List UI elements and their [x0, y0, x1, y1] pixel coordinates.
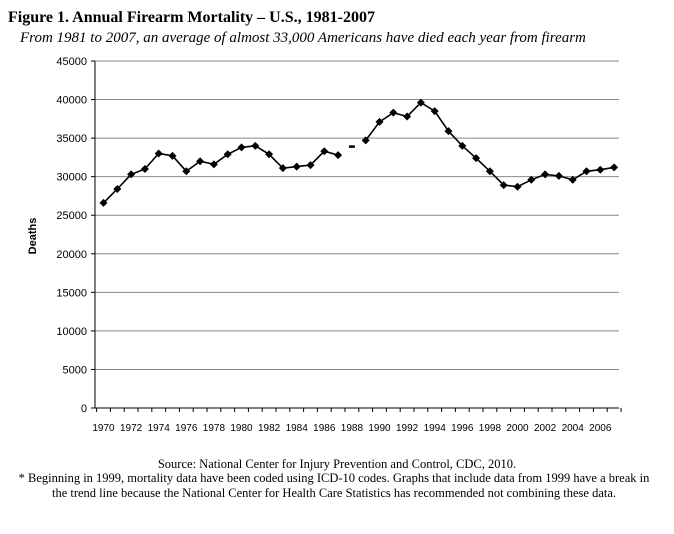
data-point-1971: [113, 185, 122, 194]
data-point-1986: [320, 147, 329, 156]
data-point-1991: [389, 108, 398, 117]
data-point-2005: [582, 167, 591, 176]
x-tick-label: 1982: [258, 423, 281, 434]
data-point-1996: [458, 141, 467, 150]
data-point-1982: [265, 150, 274, 159]
x-tick-label: 1998: [479, 423, 502, 434]
x-tick-label: 2002: [534, 423, 557, 434]
chart-title: Figure 1. Annual Firearm Mortality – U.S…: [8, 9, 375, 26]
data-point-1994: [430, 107, 439, 116]
series-lines: [102, 101, 615, 204]
series-points: [99, 98, 619, 207]
data-point-1989: [361, 136, 370, 145]
data-point-1975: [168, 151, 177, 160]
footnote: * Beginning in 1999, mortality data have…: [18, 471, 650, 500]
data-point-1995: [444, 127, 453, 136]
x-tick-label: 1976: [175, 423, 198, 434]
data-point-1997: [472, 154, 481, 163]
y-tick-label: 35000: [56, 133, 87, 145]
y-axis-ticks: 0 5000 10000 15000 20000 25000 30000 35000 40000…: [56, 56, 95, 415]
x-tick-label: 1978: [203, 423, 226, 434]
data-point-1981: [251, 141, 260, 150]
gridlines: [95, 60, 619, 370]
data-point-2006: [596, 165, 605, 174]
data-point-1984: [292, 162, 301, 171]
x-tick-label: 1986: [313, 423, 336, 434]
series-line-1970-1987: [102, 144, 339, 204]
chart-subtitle: From 1981 to 2007, an average of almost …: [20, 30, 586, 46]
x-tick-label: 2006: [589, 423, 612, 434]
x-tick-label: 1996: [451, 423, 474, 434]
x-tick-label: 2004: [562, 423, 585, 434]
data-point-1980: [237, 143, 246, 152]
x-tick-label: 1994: [424, 423, 447, 434]
axes: [94, 61, 619, 409]
data-point-1998: [485, 167, 494, 176]
y-tick-label: 5000: [63, 364, 87, 376]
x-axis-ticks: 1970 1972 1974 1976 1978 1980 1982 1984 1986 1988…: [92, 408, 622, 434]
y-axis-label: Deaths: [27, 218, 39, 255]
data-point-1987: [334, 151, 343, 160]
data-point-1973: [140, 164, 149, 173]
y-tick-label: 30000: [56, 172, 87, 184]
x-tick-label: 1970: [92, 423, 115, 434]
x-tick-label: 1972: [120, 423, 143, 434]
data-point-1978: [209, 160, 218, 169]
data-point-1974: [154, 149, 163, 158]
data-point-2004: [568, 175, 577, 184]
data-point-1972: [127, 170, 136, 179]
x-tick-label: 1992: [396, 423, 419, 434]
data-point-1979: [223, 150, 232, 159]
data-point-2001: [527, 175, 536, 184]
y-tick-label: 25000: [56, 210, 87, 222]
x-tick-label: 1980: [230, 423, 253, 434]
y-tick-label: 20000: [56, 249, 87, 261]
x-tick-label: 1974: [148, 423, 171, 434]
data-point-1983: [278, 164, 287, 173]
x-tick-label: 2000: [506, 423, 529, 434]
data-point-2002: [541, 170, 550, 179]
data-point-2003: [554, 171, 563, 180]
x-tick-label: 1988: [341, 423, 364, 434]
y-tick-label: 15000: [56, 287, 87, 299]
data-point-1985: [306, 161, 315, 170]
data-point-1999: [499, 181, 508, 190]
y-tick-label: 40000: [56, 95, 87, 107]
x-tick-label: 1990: [368, 423, 391, 434]
source-note: Source: National Center for Injury Preve…: [157, 457, 517, 471]
data-point-1992: [403, 112, 412, 121]
y-tick-label: 45000: [56, 56, 87, 68]
data-point-1970: [99, 198, 108, 207]
y-tick-label: 10000: [56, 326, 87, 338]
x-tick-label: 1984: [286, 423, 309, 434]
data-point-2007: [610, 163, 619, 172]
data-point-1990: [375, 117, 384, 126]
data-point-1993: [416, 98, 425, 107]
data-point-1976: [182, 167, 191, 176]
data-point-1977: [196, 157, 205, 166]
data-point-2000: [513, 182, 522, 191]
y-tick-label: 0: [81, 403, 87, 415]
